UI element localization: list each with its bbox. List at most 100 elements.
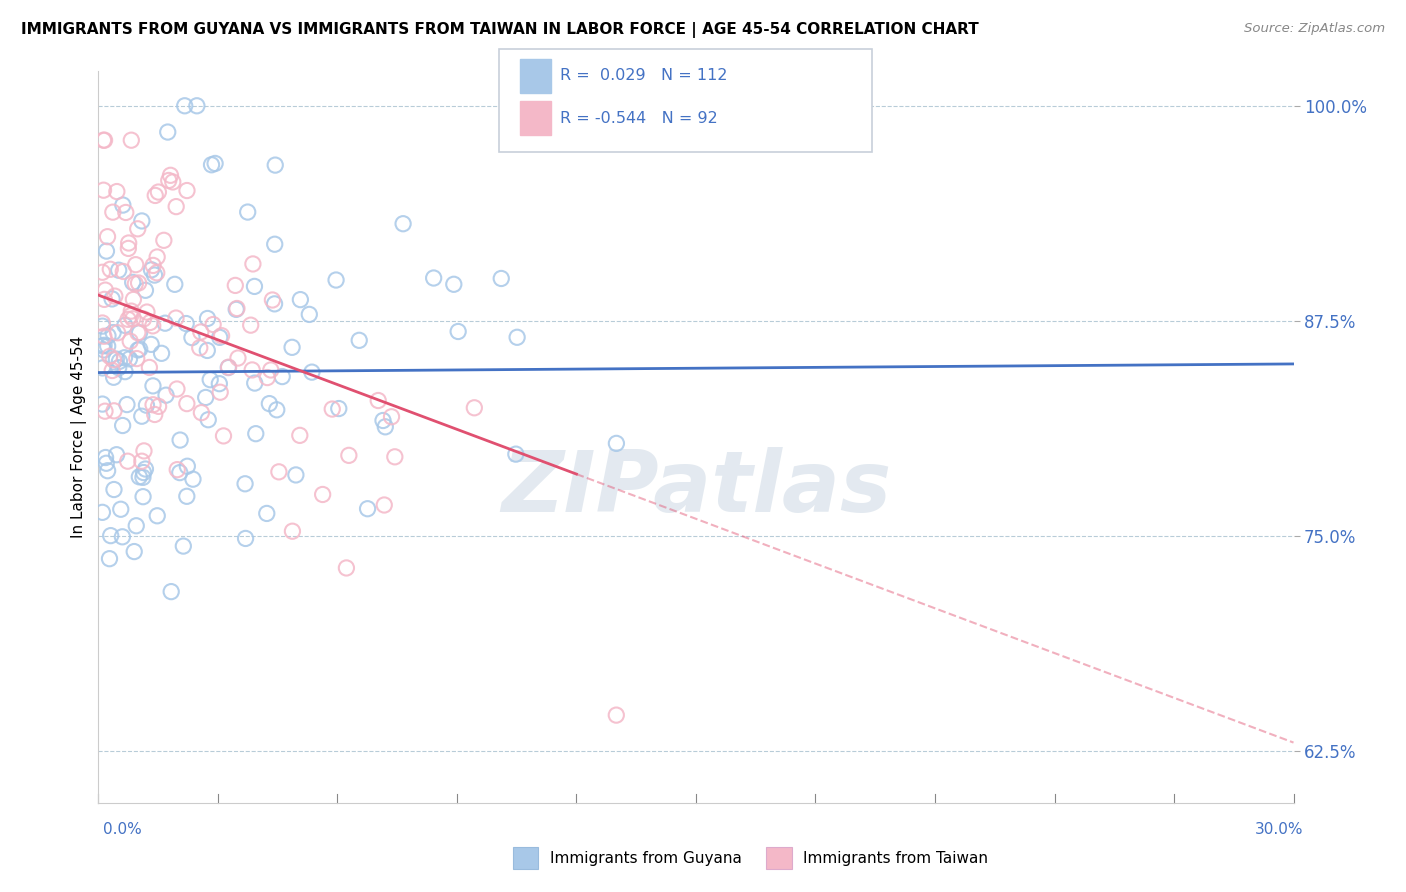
Point: [155, 388, 177, 402]
Point: [263, 237, 285, 252]
Point: [128, 342, 150, 356]
Point: [132, 466, 155, 480]
Point: [506, 330, 529, 344]
Point: [422, 271, 444, 285]
Point: [148, 400, 170, 414]
Text: ZIPatlas: ZIPatlas: [501, 447, 891, 530]
Point: [176, 459, 198, 474]
Point: [172, 539, 194, 553]
Point: [156, 125, 179, 139]
Point: [243, 279, 266, 293]
Point: [259, 396, 281, 410]
Point: [267, 465, 290, 479]
Point: [132, 312, 155, 326]
Point: [132, 443, 155, 458]
Point: [141, 262, 163, 277]
Point: [91, 360, 114, 375]
Point: [131, 214, 153, 228]
Point: [128, 470, 150, 484]
Point: [117, 241, 139, 255]
Point: [239, 318, 262, 333]
Point: [236, 205, 259, 219]
Text: R =  0.029   N = 112: R = 0.029 N = 112: [560, 69, 727, 84]
Point: [202, 318, 225, 332]
Point: [127, 326, 149, 340]
Point: [159, 169, 181, 183]
Text: Immigrants from Guyana: Immigrants from Guyana: [550, 851, 741, 865]
Point: [111, 418, 134, 433]
Point: [131, 409, 153, 424]
Point: [176, 184, 198, 198]
Point: [125, 518, 148, 533]
Point: [104, 289, 127, 303]
Point: [380, 409, 402, 424]
Point: [197, 413, 219, 427]
Point: [195, 343, 218, 358]
Point: [135, 398, 157, 412]
Point: [101, 326, 124, 340]
Point: [103, 370, 125, 384]
Point: [186, 99, 208, 113]
Point: [301, 365, 323, 379]
Point: [176, 489, 198, 503]
Point: [337, 448, 360, 462]
Point: [218, 360, 240, 375]
Point: [160, 584, 183, 599]
Point: [94, 283, 117, 297]
Point: [148, 185, 170, 199]
Point: [97, 328, 120, 343]
Point: [125, 258, 148, 272]
Point: [142, 398, 165, 412]
Point: [120, 304, 142, 318]
Point: [288, 428, 311, 442]
Point: [122, 311, 145, 326]
Point: [101, 292, 124, 306]
Text: 30.0%: 30.0%: [1256, 822, 1303, 837]
Point: [194, 391, 217, 405]
Point: [127, 343, 149, 357]
Point: [505, 447, 527, 461]
Point: [105, 448, 128, 462]
Point: [491, 271, 513, 285]
Point: [204, 156, 226, 170]
Point: [166, 463, 188, 477]
Point: [91, 265, 114, 279]
Point: [105, 352, 128, 367]
Point: [209, 385, 232, 400]
Point: [146, 508, 169, 523]
Point: [96, 229, 118, 244]
Point: [200, 158, 222, 172]
Point: [262, 293, 284, 307]
Point: [98, 262, 121, 277]
Point: [264, 158, 287, 172]
Point: [143, 408, 166, 422]
Point: [142, 259, 165, 273]
Point: [290, 293, 312, 307]
Text: R = -0.544   N = 92: R = -0.544 N = 92: [560, 111, 717, 126]
Point: [271, 369, 294, 384]
Point: [93, 183, 115, 197]
Point: [138, 360, 160, 375]
Point: [120, 309, 142, 323]
Point: [103, 404, 125, 418]
Point: [367, 393, 389, 408]
Point: [217, 360, 239, 375]
Point: [373, 498, 395, 512]
Point: [173, 99, 195, 113]
Point: [122, 293, 145, 307]
Point: [112, 264, 135, 278]
Point: [242, 257, 264, 271]
Point: [131, 454, 153, 468]
Point: [281, 524, 304, 539]
Point: [392, 217, 415, 231]
Point: [181, 330, 204, 344]
Point: [197, 311, 219, 326]
Point: [122, 544, 145, 558]
Point: [91, 397, 114, 411]
Point: [114, 318, 136, 333]
Point: [235, 532, 257, 546]
Point: [118, 351, 141, 366]
Point: [225, 302, 247, 317]
Point: [94, 404, 117, 418]
Point: [93, 329, 115, 343]
